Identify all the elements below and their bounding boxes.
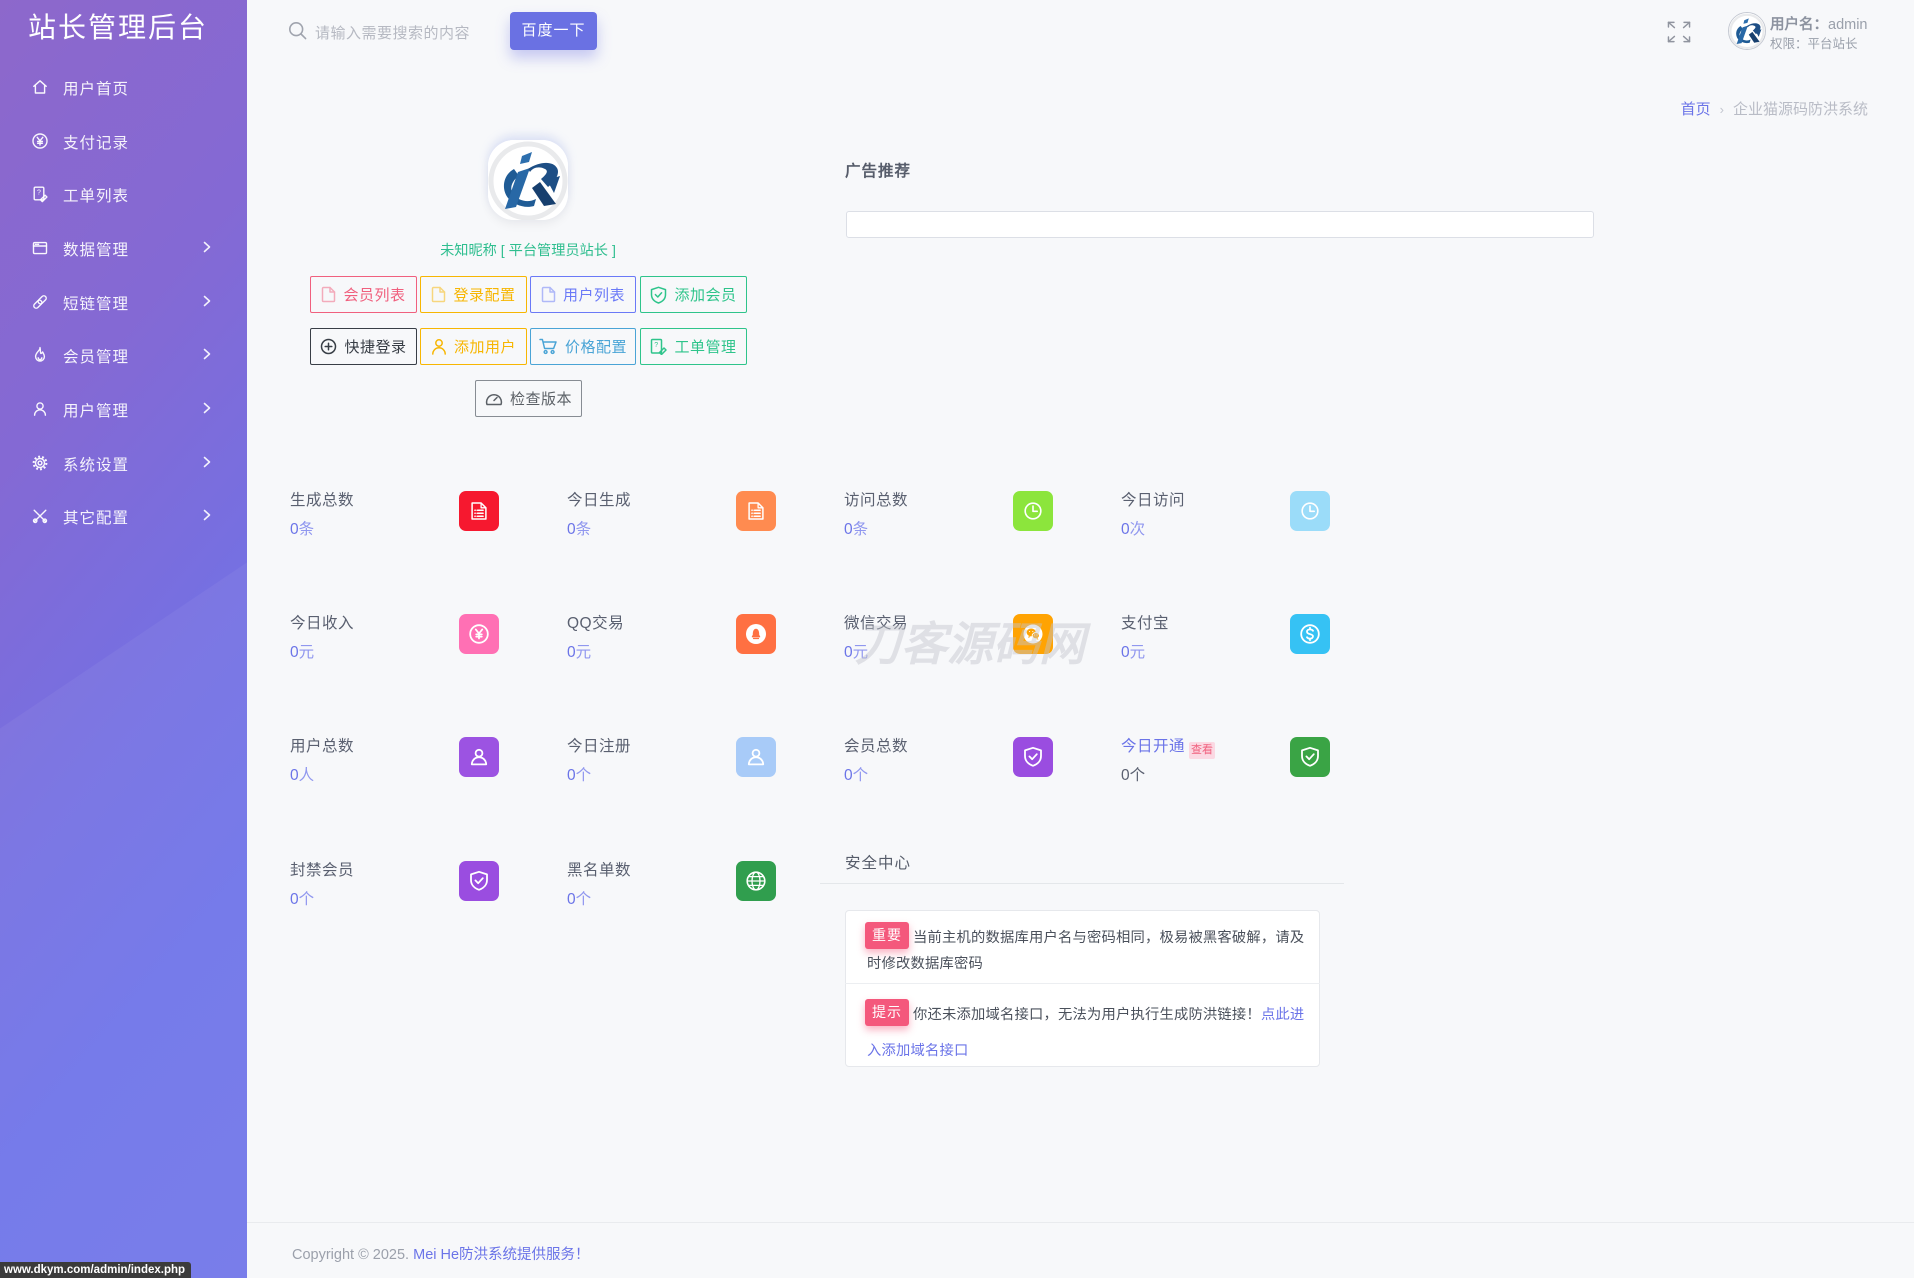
svg-text:?: ? <box>37 190 41 197</box>
svg-text:?: ? <box>655 342 659 349</box>
